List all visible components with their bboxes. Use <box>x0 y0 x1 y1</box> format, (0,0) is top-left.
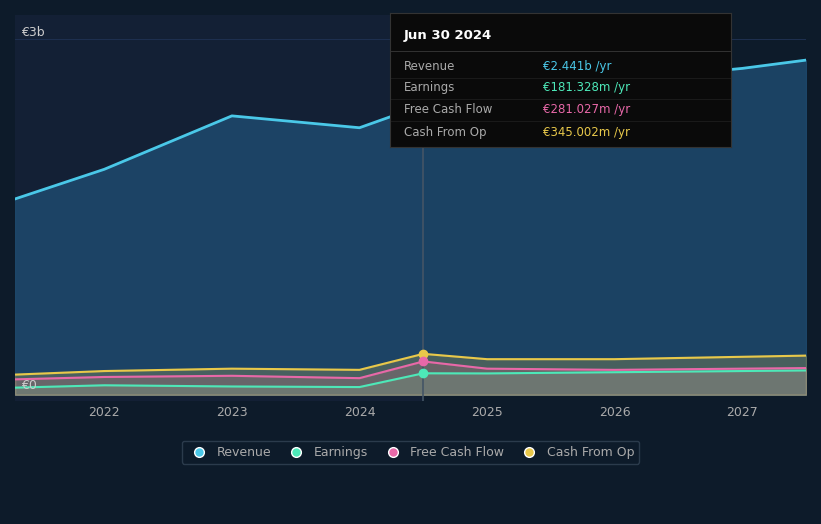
Legend: Revenue, Earnings, Free Cash Flow, Cash From Op: Revenue, Earnings, Free Cash Flow, Cash … <box>181 441 640 464</box>
Text: Jun 30 2024: Jun 30 2024 <box>404 29 492 42</box>
Text: €281.027m /yr: €281.027m /yr <box>544 103 631 116</box>
Bar <box>424 15 806 401</box>
Text: Earnings: Earnings <box>404 81 455 94</box>
Text: Revenue: Revenue <box>404 60 455 73</box>
Text: Free Cash Flow: Free Cash Flow <box>404 103 492 116</box>
Text: €345.002m /yr: €345.002m /yr <box>544 126 631 138</box>
Text: Analysts Forecasts: Analysts Forecasts <box>429 32 546 45</box>
Text: €3b: €3b <box>21 26 45 39</box>
Text: €0: €0 <box>21 379 37 392</box>
Text: Cash From Op: Cash From Op <box>404 126 486 138</box>
Bar <box>15 15 424 401</box>
Text: €181.328m /yr: €181.328m /yr <box>544 81 631 94</box>
Text: €2.441b /yr: €2.441b /yr <box>544 60 612 73</box>
Text: Past: Past <box>391 32 417 45</box>
